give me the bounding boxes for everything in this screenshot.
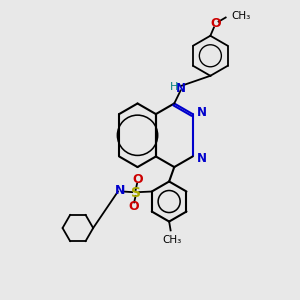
Text: N: N bbox=[176, 82, 186, 95]
Text: O: O bbox=[210, 17, 221, 30]
Text: S: S bbox=[130, 186, 141, 200]
Text: N: N bbox=[196, 106, 206, 118]
Text: O: O bbox=[132, 173, 143, 186]
Text: O: O bbox=[128, 200, 139, 213]
Text: N: N bbox=[115, 184, 125, 197]
Text: H: H bbox=[170, 82, 178, 92]
Text: CH₃: CH₃ bbox=[163, 235, 182, 245]
Text: N: N bbox=[196, 152, 206, 165]
Text: CH₃: CH₃ bbox=[232, 11, 251, 21]
